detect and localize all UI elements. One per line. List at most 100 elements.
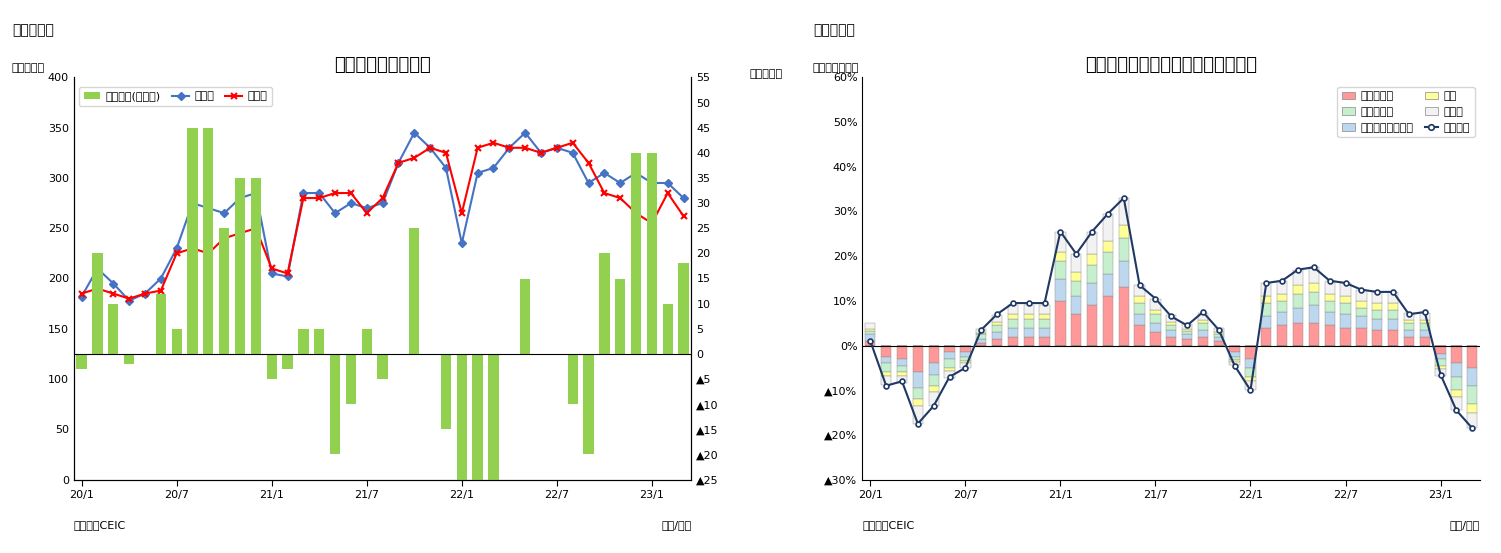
Bar [377, 354, 387, 379]
Bar [1340, 328, 1351, 346]
Bar [881, 372, 892, 376]
Bar [1214, 334, 1223, 337]
Bar [678, 263, 689, 354]
Bar [1198, 337, 1208, 346]
Bar [1357, 290, 1366, 301]
Text: （年/月）: （年/月） [662, 520, 692, 530]
Bar [1055, 260, 1066, 279]
Text: （年/月）: （年/月） [1450, 520, 1480, 530]
Bar [1420, 330, 1430, 337]
Bar [1388, 292, 1399, 303]
Bar [234, 178, 245, 354]
Bar [1309, 267, 1319, 283]
Bar [1214, 337, 1223, 341]
Bar [1246, 377, 1256, 381]
Bar [1246, 359, 1256, 368]
Bar [865, 335, 875, 341]
Bar [1039, 305, 1049, 314]
Bar [1198, 320, 1208, 323]
Bar [961, 357, 971, 361]
Bar [1103, 241, 1114, 252]
Text: （資料）CEIC: （資料）CEIC [863, 520, 914, 530]
Bar [1403, 313, 1414, 320]
Bar [1150, 310, 1160, 314]
Bar [1166, 325, 1177, 330]
Bar [584, 354, 594, 455]
Bar [1435, 346, 1445, 354]
Bar [1135, 303, 1145, 314]
Bar [1072, 314, 1081, 346]
Bar [1435, 354, 1445, 359]
Bar [1039, 319, 1049, 328]
Bar [1277, 312, 1288, 325]
Bar [1166, 322, 1177, 325]
Bar [1118, 238, 1129, 260]
Bar [1292, 323, 1303, 346]
Bar [1451, 377, 1462, 390]
Bar [1403, 320, 1414, 323]
Bar [1435, 359, 1445, 366]
Bar [488, 354, 498, 479]
Bar [1039, 314, 1049, 319]
Bar [1229, 360, 1240, 362]
Bar [1340, 283, 1351, 296]
Bar [345, 354, 356, 404]
Text: （図表３）: （図表３） [12, 23, 54, 37]
Bar [1357, 328, 1366, 346]
Bar [1388, 310, 1399, 319]
Bar [1150, 323, 1160, 332]
Bar [1135, 314, 1145, 325]
Bar [1261, 328, 1271, 346]
Bar [1214, 332, 1223, 334]
Bar [1135, 285, 1145, 296]
Bar [1324, 281, 1334, 294]
Bar [1181, 335, 1192, 339]
Bar [203, 128, 213, 354]
Bar [961, 363, 971, 368]
Bar [961, 361, 971, 363]
Bar [1261, 316, 1271, 328]
Bar [898, 366, 907, 372]
Legend: 電話・部品, 織物・衣類, 電気製品・同部品, 履物, その他, 輸出合計: 電話・部品, 織物・衣類, 電気製品・同部品, 履物, その他, 輸出合計 [1337, 87, 1474, 137]
Bar [188, 128, 198, 354]
Bar [1087, 265, 1097, 283]
Bar [1420, 320, 1430, 323]
Bar [251, 178, 261, 354]
Bar [1309, 292, 1319, 305]
Bar [330, 354, 341, 455]
Bar [125, 354, 134, 364]
Title: ベトナムの貳易収支: ベトナムの貳易収支 [335, 56, 431, 75]
Bar [1087, 305, 1097, 346]
Bar [1072, 296, 1081, 314]
Bar [1357, 307, 1366, 316]
Bar [77, 354, 87, 369]
Bar [898, 372, 907, 376]
Bar [881, 357, 892, 363]
Bar [865, 341, 875, 346]
Bar [1055, 232, 1066, 252]
Bar [1118, 288, 1129, 346]
Bar [1214, 341, 1223, 346]
Bar [1024, 314, 1034, 319]
Bar [219, 228, 230, 354]
Bar [473, 354, 483, 479]
Bar [1198, 323, 1208, 330]
Bar [1324, 301, 1334, 312]
Bar [1466, 404, 1477, 413]
Bar [441, 354, 452, 429]
Bar [976, 339, 986, 343]
Bar [1372, 310, 1382, 319]
Bar [1420, 337, 1430, 346]
Bar [1388, 303, 1399, 310]
Bar [898, 346, 907, 359]
Bar [976, 328, 986, 333]
Bar [1229, 362, 1240, 365]
Bar [929, 374, 938, 386]
Bar [1039, 328, 1049, 337]
Bar [1357, 301, 1366, 307]
Bar [1324, 312, 1334, 325]
Text: （図表４）: （図表４） [814, 23, 856, 37]
Bar [865, 330, 875, 331]
Bar [1466, 386, 1477, 404]
Bar [1372, 303, 1382, 310]
